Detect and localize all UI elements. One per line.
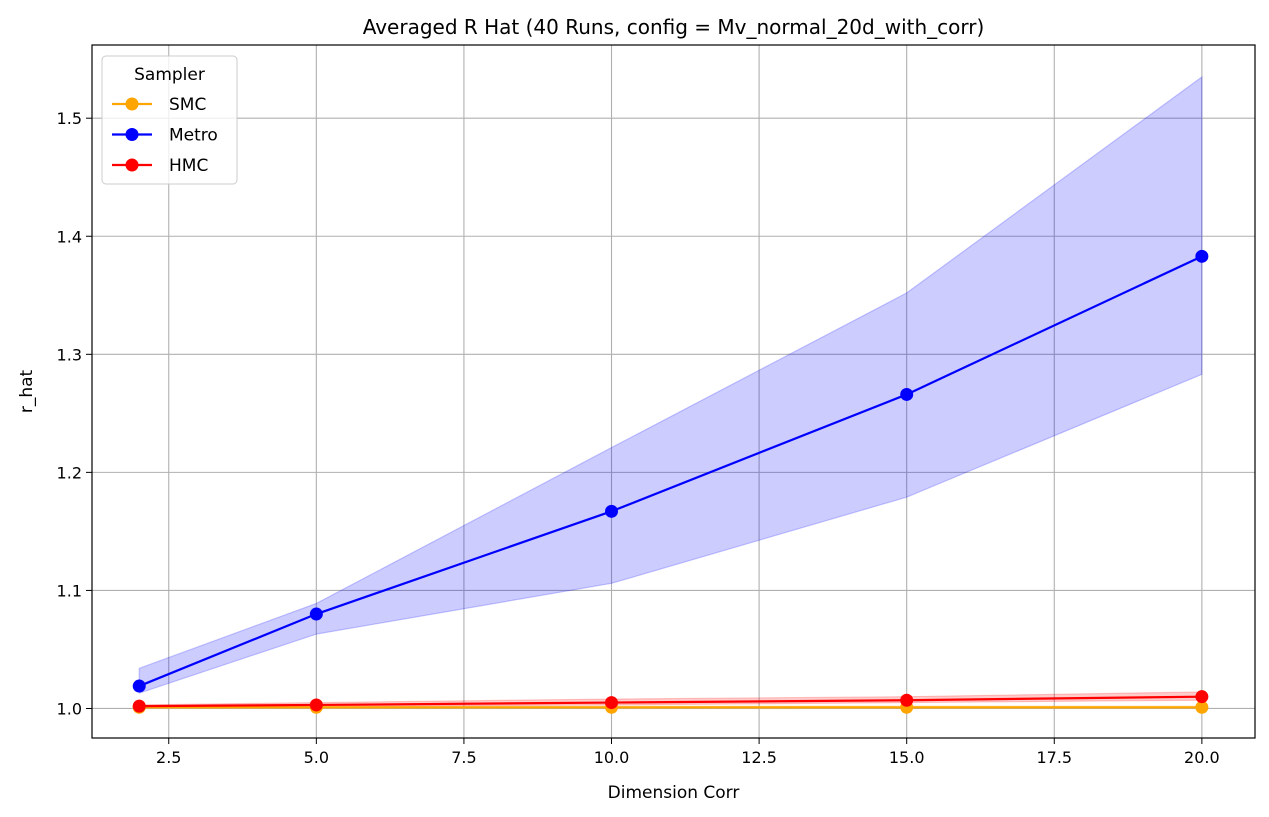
x-tick-label: 10.0: [594, 748, 630, 767]
legend-marker-smc: [125, 97, 139, 111]
smc-point: [1195, 700, 1209, 714]
y-axis-label: r_hat: [17, 369, 37, 413]
series-points: [132, 249, 1209, 714]
y-tick-label: 1.4: [57, 227, 82, 246]
metro-point: [132, 679, 146, 693]
x-tick-label: 7.5: [451, 748, 476, 767]
plot-frame: [91, 44, 1256, 739]
metro-point: [900, 387, 914, 401]
y-tick-label: 1.5: [57, 109, 82, 128]
legend-label-metro: Metro: [169, 126, 218, 146]
y-tick-label: 1.2: [57, 463, 82, 482]
y-axis-ticks: 1.0 1.1 1.2 1.3 1.4 1.5: [57, 109, 92, 718]
legend-marker-metro: [125, 128, 139, 141]
x-axis-label: Dimension Corr: [608, 783, 740, 803]
hmc-point: [309, 698, 323, 712]
y-tick-label: 1.0: [57, 699, 82, 718]
metro-point: [605, 504, 619, 518]
hmc-point: [132, 699, 146, 713]
metro-point: [1195, 249, 1209, 263]
x-tick-label: 15.0: [889, 748, 925, 767]
x-tick-label: 17.5: [1036, 748, 1072, 767]
hmc-point: [900, 693, 914, 707]
metro-band: [138, 75, 1203, 694]
hmc-point: [1195, 690, 1209, 704]
hmc-point: [605, 696, 619, 710]
legend-box: [101, 55, 238, 185]
legend: Sampler SMC Metro HMC: [101, 55, 238, 185]
legend-title: Sampler: [134, 65, 205, 85]
chart-title: Averaged R Hat (40 Runs, config = Mv_nor…: [363, 15, 985, 39]
x-tick-label: 12.5: [741, 748, 777, 767]
y-tick-label: 1.3: [57, 345, 82, 364]
x-axis-ticks: 2.5 5.0 7.5 10.0 12.5 15.0 17.5 20.0: [156, 738, 1220, 767]
y-tick-label: 1.1: [57, 581, 82, 600]
x-tick-label: 20.0: [1184, 748, 1220, 767]
confidence-bands: [138, 75, 1203, 710]
x-tick-label: 2.5: [156, 748, 181, 767]
legend-label-smc: SMC: [169, 95, 206, 115]
legend-label-hmc: HMC: [169, 156, 208, 176]
x-tick-label: 5.0: [304, 748, 329, 767]
legend-marker-hmc: [125, 158, 139, 172]
metro-point: [309, 607, 323, 621]
